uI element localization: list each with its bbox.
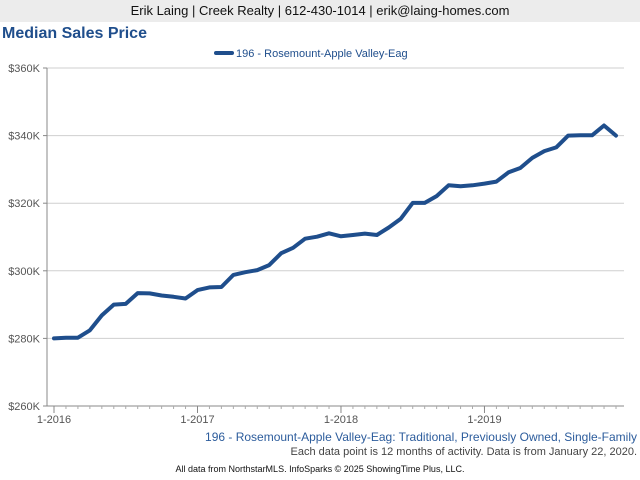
data-point — [339, 235, 343, 238]
series-line — [52, 123, 618, 341]
y-tick-label: $320K — [8, 198, 40, 210]
data-point — [519, 166, 522, 170]
data-point — [244, 270, 247, 274]
data-point — [495, 180, 498, 183]
data-point — [256, 268, 259, 272]
data-point — [363, 232, 367, 235]
data-point — [399, 217, 402, 220]
y-tick-label: $360K — [8, 63, 40, 75]
data-point — [148, 292, 151, 295]
data-point — [602, 124, 606, 127]
legend: 196 - Rosemount-Apple Valley-Eag — [214, 48, 408, 60]
data-point — [555, 146, 558, 149]
data-point — [578, 134, 582, 137]
y-tick-label: $260K — [8, 401, 40, 413]
data-point — [172, 295, 175, 299]
data-point — [351, 233, 355, 237]
data-point — [483, 182, 486, 185]
data-point — [435, 194, 438, 198]
x-tick-label: 1-2017 — [180, 414, 214, 426]
data-point — [411, 201, 414, 205]
x-tick-label: 1-2016 — [37, 414, 71, 426]
series-layer — [52, 123, 618, 341]
data-point — [315, 235, 319, 238]
data-point — [64, 336, 68, 339]
x-tick-label: 1-2018 — [324, 414, 358, 426]
data-point — [375, 233, 379, 237]
data-point — [291, 246, 295, 250]
data-point — [232, 273, 235, 277]
legend-label: 196 - Rosemount-Apple Valley-Eag — [236, 48, 408, 60]
chart-title: Median Sales Price — [2, 25, 147, 42]
data-point — [160, 294, 163, 297]
data-point — [566, 134, 570, 137]
data-point — [208, 286, 211, 289]
chart-subtitle: 196 - Rosemount-Apple Valley-Eag: Tradit… — [205, 430, 637, 444]
y-tick-label: $340K — [8, 131, 40, 143]
data-point — [543, 149, 546, 153]
data-point — [136, 291, 139, 295]
axis-layer: $260K $280K $300K $320K $340K $360K 1-2016 1-20… — [8, 63, 624, 426]
footer-credit: All data from NorthstarMLS. InfoSparks ©… — [175, 464, 465, 474]
data-point — [220, 285, 223, 289]
data-point — [124, 302, 127, 306]
data-point — [112, 303, 115, 306]
data-point — [279, 252, 283, 255]
agent-contact-text: Erik Laing | Creek Realty | 612-430-1014… — [130, 3, 510, 18]
data-point — [447, 184, 450, 187]
data-point — [423, 201, 426, 205]
data-point — [590, 134, 594, 137]
y-tick-label: $300K — [8, 266, 40, 278]
data-point — [76, 336, 80, 339]
data-point — [471, 184, 474, 187]
data-point — [303, 237, 307, 240]
agent-contact-bar: Erik Laing | Creek Realty | 612-430-1014… — [0, 0, 640, 22]
data-point — [268, 263, 271, 267]
data-point — [387, 226, 391, 229]
grid-layer — [47, 67, 624, 407]
data-point — [614, 134, 618, 137]
data-point — [327, 232, 331, 235]
data-point — [531, 156, 534, 160]
x-tick-label: 1-2019 — [467, 414, 501, 426]
data-point — [196, 288, 199, 292]
y-tick-label: $280K — [8, 333, 40, 345]
data-point — [507, 171, 510, 174]
data-note: Each data point is 12 months of activity… — [290, 446, 637, 458]
data-point — [88, 329, 92, 332]
data-point — [100, 314, 104, 317]
data-point — [52, 337, 56, 340]
data-point — [459, 185, 462, 188]
data-point — [184, 297, 187, 300]
